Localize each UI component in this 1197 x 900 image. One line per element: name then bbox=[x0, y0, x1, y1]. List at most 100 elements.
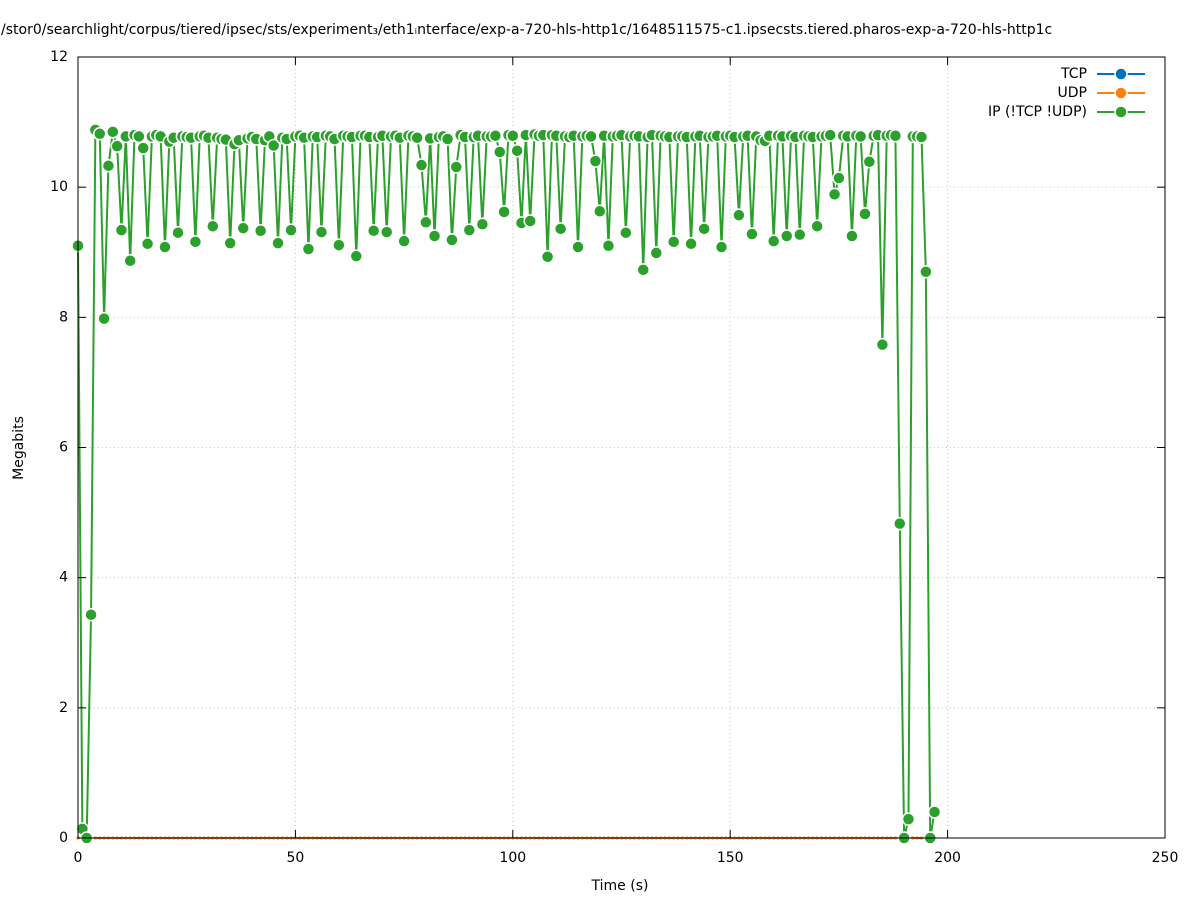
data-point bbox=[106, 125, 120, 139]
data-point bbox=[271, 236, 285, 250]
data-point bbox=[766, 234, 781, 248]
legend-marker bbox=[1114, 67, 1128, 81]
x-tick-label: 50 bbox=[286, 850, 304, 866]
data-point bbox=[649, 246, 664, 260]
data-point bbox=[188, 235, 203, 249]
data-point bbox=[888, 129, 903, 143]
data-point bbox=[223, 236, 237, 250]
data-point bbox=[832, 171, 846, 185]
data-point bbox=[588, 154, 603, 168]
data-point bbox=[110, 139, 124, 153]
data-point bbox=[862, 155, 877, 169]
data-point bbox=[101, 158, 116, 173]
y-tick-label: 4 bbox=[59, 570, 68, 586]
data-point bbox=[714, 240, 729, 254]
data-point bbox=[793, 227, 807, 242]
data-point bbox=[236, 221, 250, 235]
data-point bbox=[732, 208, 746, 222]
data-point bbox=[497, 205, 511, 219]
x-tick-label: 250 bbox=[1152, 850, 1179, 866]
data-point bbox=[414, 158, 429, 172]
x-axis-label: Time (s) bbox=[591, 878, 649, 894]
data-point bbox=[462, 223, 477, 237]
data-point bbox=[901, 812, 916, 826]
data-point bbox=[571, 240, 585, 254]
plot-area bbox=[71, 123, 942, 845]
data-point bbox=[493, 145, 507, 159]
data-point bbox=[488, 129, 503, 143]
data-point bbox=[332, 238, 346, 252]
data-point bbox=[823, 128, 837, 142]
data-point bbox=[349, 249, 364, 263]
data-point bbox=[449, 160, 464, 174]
data-point bbox=[853, 129, 868, 144]
data-point bbox=[666, 235, 681, 249]
y-tick-label: 2 bbox=[59, 700, 68, 716]
data-point bbox=[510, 143, 524, 158]
y-tick-label: 0 bbox=[59, 830, 68, 846]
data-point bbox=[314, 225, 329, 239]
legend-label: TCP bbox=[1060, 66, 1087, 82]
data-point bbox=[440, 132, 455, 146]
data-point bbox=[140, 237, 155, 251]
y-tick-label: 8 bbox=[59, 309, 68, 325]
data-point bbox=[158, 240, 172, 254]
legend-label: IP (!TCP !UDP) bbox=[988, 104, 1087, 120]
x-tick-label: 100 bbox=[499, 850, 526, 866]
data-point bbox=[523, 214, 537, 228]
data-point bbox=[779, 229, 794, 243]
data-point bbox=[919, 265, 933, 279]
y-tick-label: 10 bbox=[50, 179, 68, 195]
data-point bbox=[827, 187, 842, 202]
data-point bbox=[84, 608, 98, 622]
x-tick-label: 150 bbox=[717, 850, 744, 866]
legend-marker bbox=[1114, 86, 1128, 100]
data-point bbox=[745, 227, 759, 241]
data-point bbox=[914, 130, 929, 144]
data-point bbox=[540, 250, 555, 264]
data-point bbox=[266, 138, 281, 153]
data-point bbox=[927, 805, 942, 819]
y-tick-label: 6 bbox=[59, 440, 68, 456]
x-tick-label: 200 bbox=[934, 850, 961, 866]
data-point bbox=[506, 129, 520, 143]
data-point bbox=[636, 263, 650, 277]
data-point bbox=[475, 217, 490, 232]
y-tick-label: 12 bbox=[50, 49, 68, 65]
data-point bbox=[92, 127, 107, 141]
data-point bbox=[553, 222, 568, 236]
data-point bbox=[601, 238, 616, 253]
data-point bbox=[253, 224, 268, 238]
legend-label: UDP bbox=[1058, 85, 1087, 101]
data-point bbox=[419, 215, 433, 230]
data-point bbox=[379, 225, 394, 239]
data-point bbox=[593, 204, 607, 218]
data-point bbox=[619, 225, 633, 240]
data-point bbox=[132, 129, 146, 144]
data-point bbox=[397, 234, 411, 248]
data-point bbox=[684, 237, 698, 251]
data-point bbox=[366, 224, 381, 238]
data-point bbox=[858, 207, 872, 221]
data-point bbox=[301, 242, 316, 256]
data-point bbox=[114, 223, 129, 237]
data-point bbox=[893, 516, 907, 531]
data-point bbox=[845, 229, 859, 243]
data-point bbox=[410, 130, 424, 145]
data-point bbox=[206, 219, 220, 233]
data-point bbox=[697, 222, 711, 236]
data-point bbox=[584, 129, 598, 144]
data-point bbox=[810, 219, 824, 233]
data-point bbox=[123, 253, 137, 268]
legend: TCP UDP IP (!TCP !UDP) bbox=[988, 66, 1145, 120]
chart-title: /stor0/searchlight/corpus/tiered/ipsec/s… bbox=[1, 22, 1052, 38]
data-point bbox=[284, 223, 298, 237]
data-point bbox=[136, 141, 150, 155]
data-point bbox=[97, 311, 111, 326]
data-point bbox=[875, 337, 890, 352]
data-point bbox=[445, 233, 459, 247]
y-axis-label: Megabits bbox=[11, 416, 27, 480]
data-point bbox=[427, 229, 442, 243]
legend-marker bbox=[1114, 105, 1128, 119]
